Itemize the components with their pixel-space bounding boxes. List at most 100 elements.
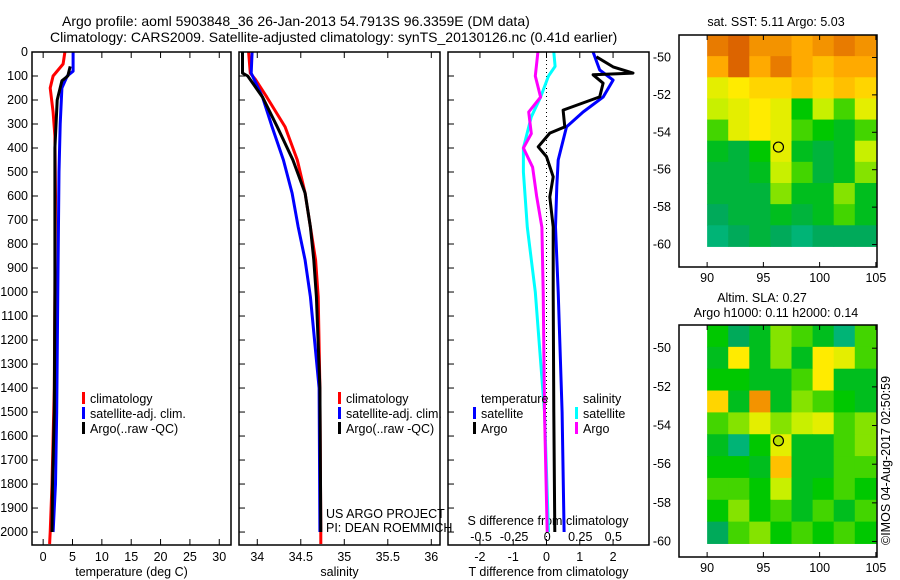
map-cell (791, 521, 814, 544)
map-cell (812, 140, 835, 163)
map-cell (707, 204, 729, 226)
argo-location-marker (772, 141, 785, 153)
map-cell (707, 56, 729, 78)
y-tick-label: -60 (653, 238, 671, 252)
sst-map-panel: 90 95 100 105 -50 -52 -54 -56 -58 -60 sat. SST: 5.… (653, 15, 886, 285)
y-tick-label: -56 (653, 163, 671, 177)
map-cell (707, 98, 729, 121)
s-tick-label: 0.25 (568, 530, 592, 544)
map-cell (707, 368, 729, 392)
map-cell (854, 456, 877, 479)
y-tick-label: 0 (21, 45, 28, 59)
map-cell (749, 390, 771, 413)
map-cell (833, 368, 856, 392)
series-line-argo-raw-qc- (241, 52, 323, 533)
y-tick-label: 1500 (0, 405, 28, 419)
map-cell (854, 412, 877, 435)
y-tick-label: 1700 (0, 453, 28, 467)
map-cell (833, 412, 856, 435)
map-cell (707, 119, 729, 142)
map-cell (749, 77, 771, 99)
y-tick-label: 800 (7, 237, 28, 251)
map-cell (749, 434, 771, 457)
map-cell (812, 161, 835, 184)
map-cell (812, 225, 835, 247)
legend-label: satellite-adj. clim. (346, 407, 442, 421)
map-cell (770, 98, 792, 121)
map-cell (770, 412, 792, 435)
map-cell (707, 499, 729, 523)
legend-label: climatology (90, 392, 153, 406)
map-cell (770, 204, 792, 226)
map-cell (770, 368, 792, 392)
map-cell (749, 56, 771, 78)
copyright-stamp: ©IMOS 04-Aug-2017 02:50:59 (879, 376, 893, 545)
y-tick-label: 1900 (0, 501, 28, 515)
legend-label: satellite (583, 407, 625, 421)
x-tick-label: -1 (508, 550, 519, 564)
map-cell (770, 119, 792, 142)
map-cell (749, 204, 771, 226)
map-cell (707, 434, 729, 457)
map-cell (728, 390, 750, 413)
map-cell (728, 225, 750, 247)
map-cell (791, 56, 814, 78)
map-cell (812, 477, 835, 501)
map-cell (770, 77, 792, 99)
x-tick-label: 15 (124, 550, 138, 564)
s-tick-label: -0.5 (470, 530, 492, 544)
map-cell (770, 521, 792, 544)
map-cell (728, 77, 750, 99)
y-tick-label: 400 (7, 141, 28, 155)
series-line-s-satellite (521, 51, 557, 533)
legend-label: satellite (481, 407, 523, 421)
map-cell (812, 182, 835, 205)
x-tick-label: -2 (474, 550, 485, 564)
map-cell (749, 98, 771, 121)
map-cell (791, 140, 814, 163)
map-cell (812, 98, 835, 121)
map-cell (728, 434, 750, 457)
map-cell (812, 325, 835, 348)
s-tick-label: 0.5 (605, 530, 622, 544)
map-cell (770, 390, 792, 413)
map-cell (833, 456, 856, 479)
y-tick-label: 500 (7, 165, 28, 179)
sla-map-frame (678, 324, 878, 558)
x-tick-label: 90 (700, 561, 714, 575)
y-tick-label: -50 (653, 50, 671, 64)
map-cell (812, 434, 835, 457)
y-tick-label: 1000 (0, 285, 28, 299)
y-tick-label: -58 (653, 200, 671, 214)
map-cell (812, 456, 835, 479)
map-cell (833, 346, 856, 370)
x-tick-label: 10 (95, 550, 109, 564)
x-tick-label: 34.5 (289, 550, 313, 564)
map-cell (728, 477, 750, 501)
map-cell (728, 368, 750, 392)
map-cell (728, 456, 750, 479)
map-cell (749, 477, 771, 501)
legend-label: Argo(..raw -QC) (346, 422, 434, 436)
map-cell (770, 56, 792, 78)
map-cell (749, 182, 771, 205)
x-tick-label: 5 (69, 550, 76, 564)
x-tick-label: 20 (154, 550, 168, 564)
s-tick-label: -0.25 (500, 530, 529, 544)
map-cell (749, 368, 771, 392)
map-cell (749, 521, 771, 544)
map-cell (854, 325, 877, 348)
map-cell (854, 225, 877, 247)
map-cell (728, 521, 750, 544)
legend-swatch (338, 392, 341, 404)
map-cell (791, 499, 814, 523)
map-cell (812, 390, 835, 413)
series-line-s-argo (521, 51, 549, 533)
legend-label: satellite-adj. clim. (90, 407, 186, 421)
map-cell (833, 204, 856, 226)
map-cell (791, 456, 814, 479)
y-tick-label: -50 (653, 341, 671, 355)
map-cell (770, 325, 792, 348)
map-cell (791, 77, 814, 99)
